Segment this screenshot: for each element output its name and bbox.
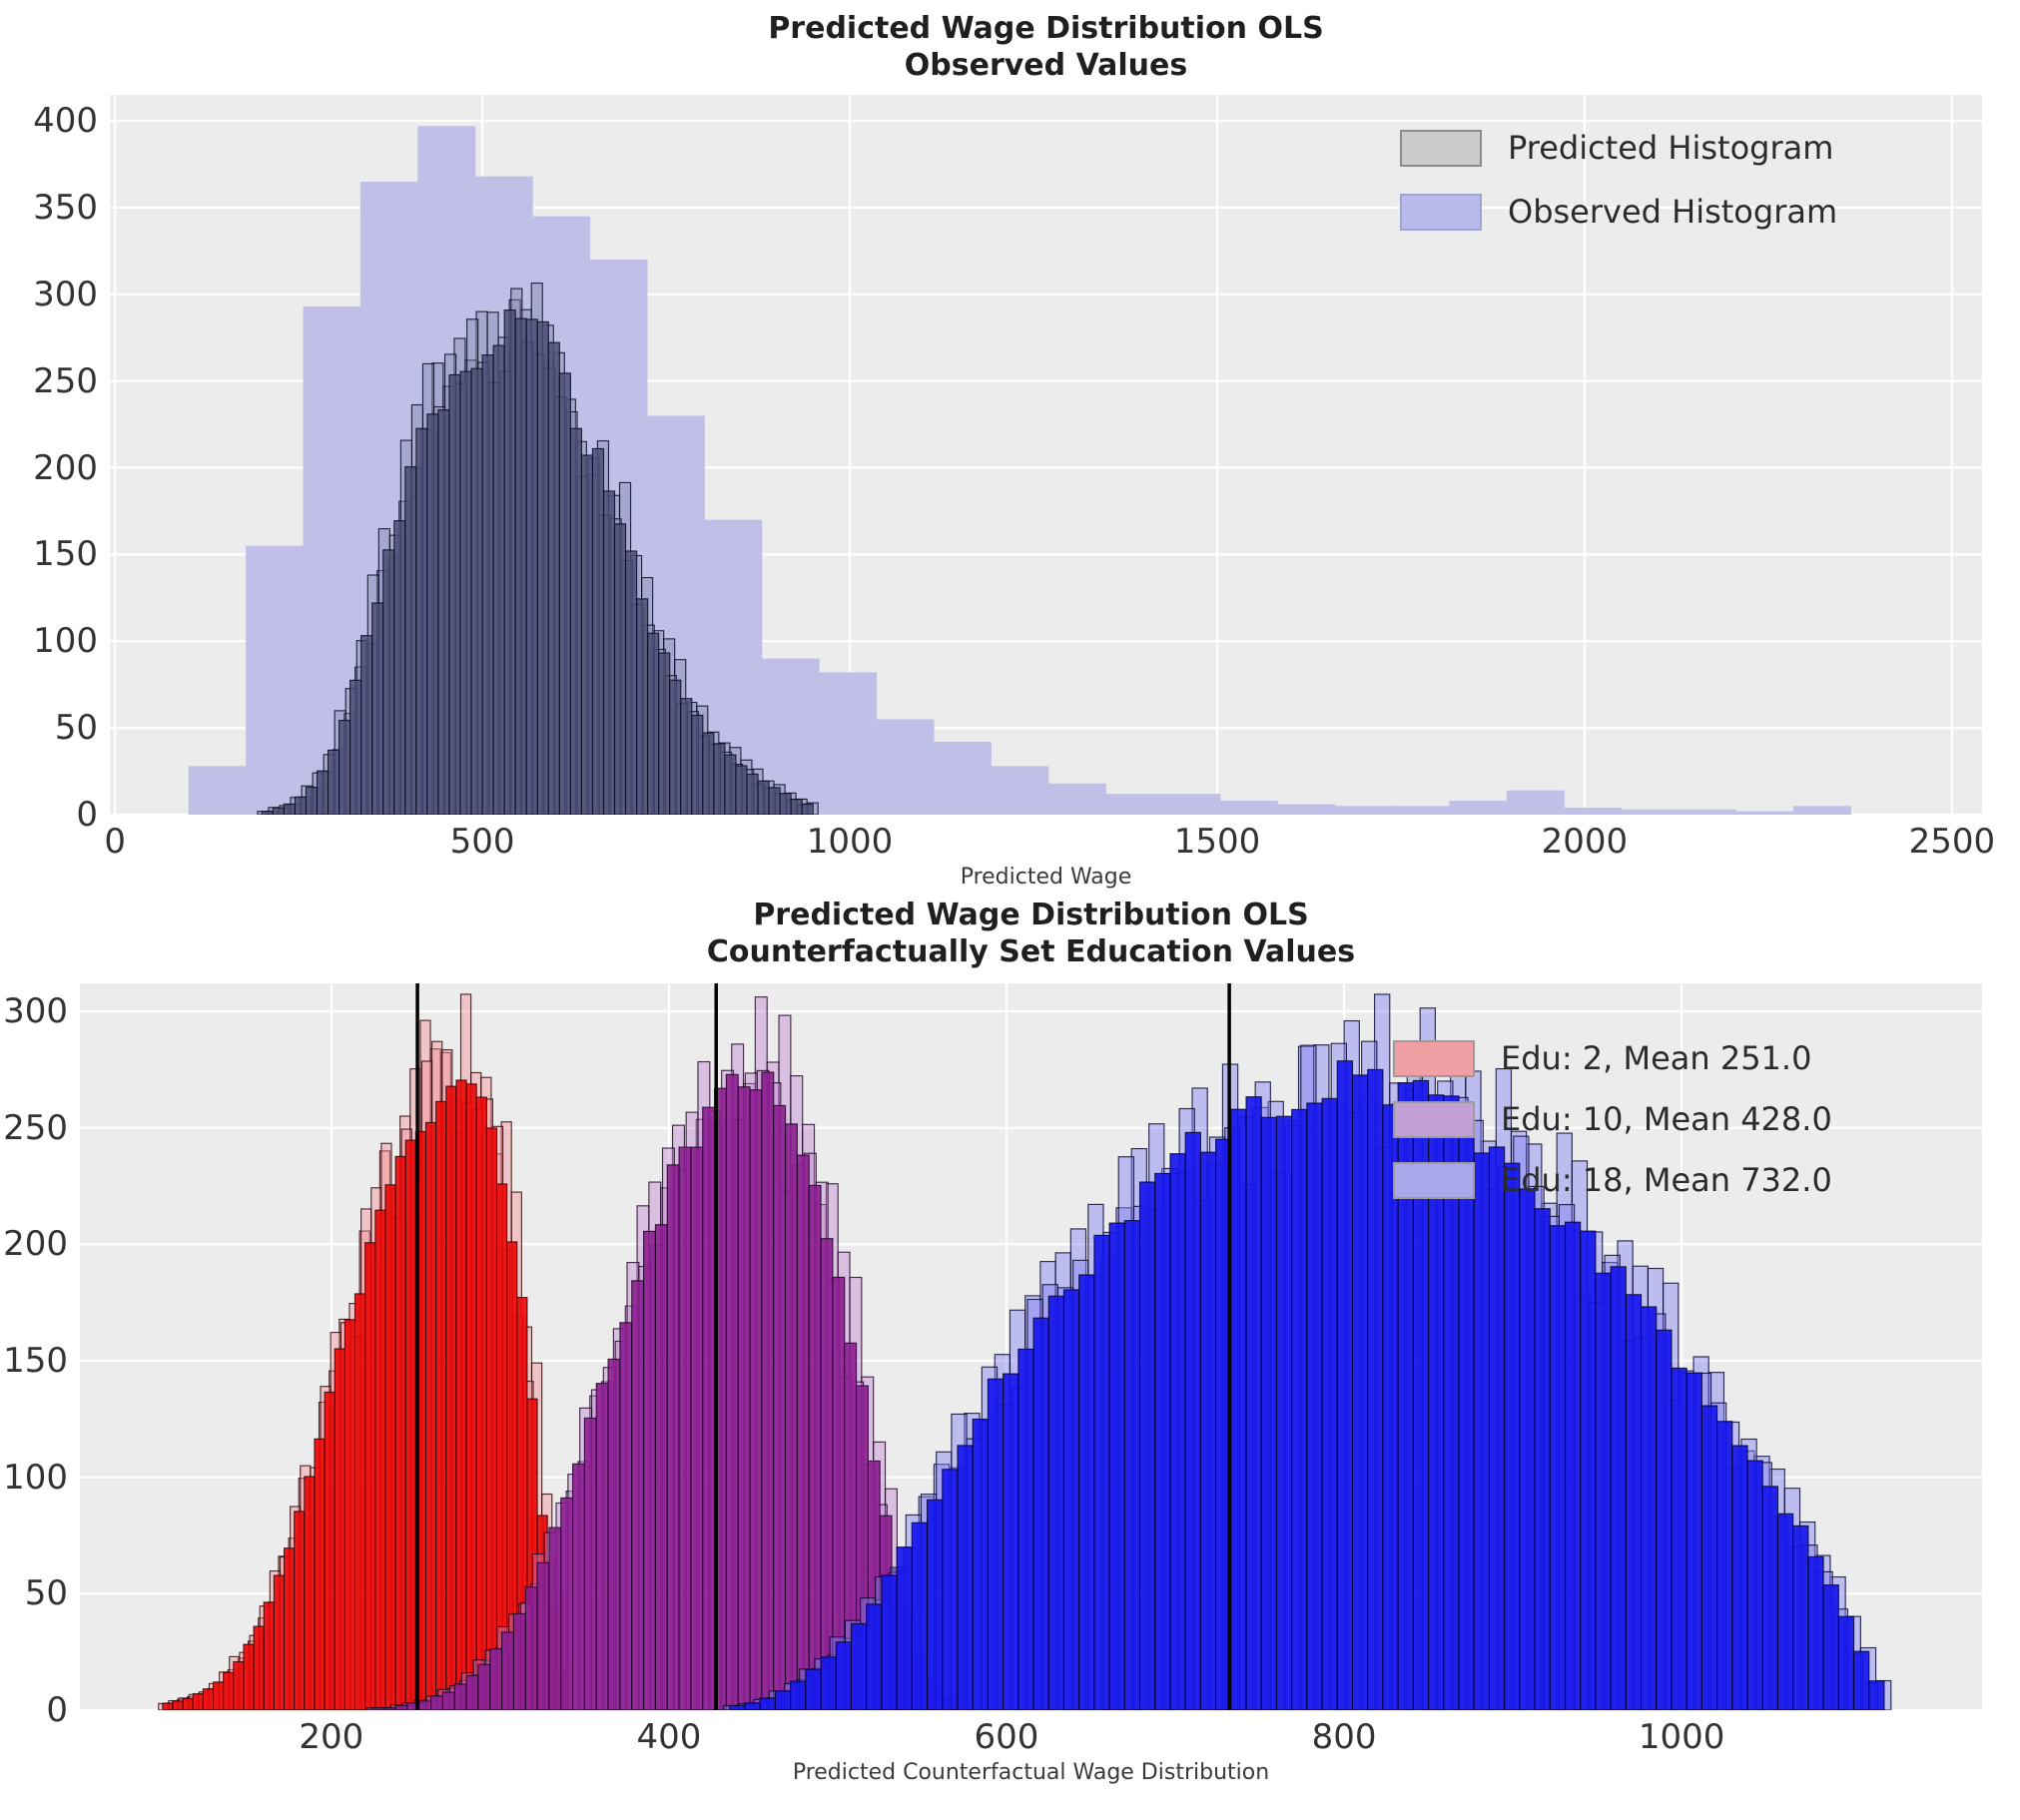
legend-item: Edu: 10, Mean 428.0 — [1393, 1099, 1832, 1139]
chart1-legend: Predicted Histogram Observed Histogram — [1400, 128, 1837, 232]
y-tick-label: 100 — [33, 621, 98, 662]
chart2-title-line2: Counterfactually Set Education Values — [706, 934, 1356, 969]
y-tick-label: 0 — [46, 1690, 68, 1730]
chart1-histogram-svg — [110, 95, 1982, 815]
y-tick-label: 400 — [33, 101, 98, 142]
y-tick-label: 100 — [3, 1457, 68, 1498]
legend-swatch-icon — [1393, 1161, 1475, 1199]
y-tick-label: 50 — [54, 708, 98, 749]
x-tick-label: 2500 — [1908, 822, 1996, 862]
x-tick-label: 2000 — [1541, 822, 1629, 862]
legend-label: Predicted Histogram — [1508, 129, 1834, 167]
legend-label: Edu: 18, Mean 732.0 — [1501, 1161, 1832, 1199]
legend-item: Predicted Histogram — [1400, 128, 1837, 168]
legend-swatch-icon — [1393, 1039, 1475, 1077]
chart1-title: Predicted Wage Distribution OLS Observed… — [110, 10, 1982, 84]
chart1-plot-area — [110, 95, 1982, 815]
y-tick-label: 300 — [33, 274, 98, 314]
chart2-title: Predicted Wage Distribution OLS Counterf… — [80, 897, 1982, 970]
y-tick-label: 150 — [33, 534, 98, 575]
y-tick-label: 0 — [76, 795, 98, 835]
legend-label: Observed Histogram — [1508, 193, 1838, 231]
y-tick-label: 300 — [3, 991, 68, 1031]
chart2-title-line1: Predicted Wage Distribution OLS — [753, 898, 1309, 932]
y-tick-label: 150 — [3, 1341, 68, 1381]
x-tick-label: 500 — [449, 822, 515, 862]
chart2-legend: Edu: 2, Mean 251.0 Edu: 10, Mean 428.0 Edu… — [1393, 1038, 1832, 1200]
legend-label: Edu: 10, Mean 428.0 — [1501, 1100, 1832, 1138]
x-tick-label: 1000 — [1638, 1717, 1725, 1757]
x-tick-label: 600 — [974, 1717, 1039, 1757]
x-tick-label: 800 — [1311, 1717, 1377, 1757]
legend-label: Edu: 2, Mean 251.0 — [1501, 1039, 1812, 1077]
x-tick-label: 400 — [636, 1717, 702, 1757]
y-tick-label: 200 — [3, 1224, 68, 1265]
y-tick-label: 50 — [24, 1573, 68, 1614]
chart2-plot-area — [80, 983, 1982, 1710]
y-tick-label: 250 — [33, 360, 98, 401]
legend-item: Observed Histogram — [1400, 192, 1837, 232]
y-tick-label: 350 — [33, 187, 98, 228]
legend-swatch-icon — [1400, 129, 1482, 167]
chart2-xaxis-label: Predicted Counterfactual Wage Distributi… — [792, 1760, 1270, 1785]
chart2-histogram-svg — [80, 983, 1982, 1710]
x-tick-label: 1500 — [1173, 822, 1261, 862]
legend-swatch-icon — [1393, 1100, 1475, 1138]
legend-item: Edu: 2, Mean 251.0 — [1393, 1038, 1832, 1078]
x-tick-label: 1000 — [806, 822, 894, 862]
chart1-title-line2: Observed Values — [904, 48, 1188, 83]
x-tick-label: 0 — [104, 822, 126, 862]
y-tick-label: 200 — [33, 447, 98, 488]
y-tick-label: 250 — [3, 1107, 68, 1148]
chart1-xaxis-label: Predicted Wage — [960, 865, 1132, 890]
x-tick-label: 200 — [299, 1717, 364, 1757]
chart1-title-line1: Predicted Wage Distribution OLS — [768, 11, 1324, 46]
legend-item: Edu: 18, Mean 732.0 — [1393, 1160, 1832, 1200]
legend-swatch-icon — [1400, 193, 1482, 231]
